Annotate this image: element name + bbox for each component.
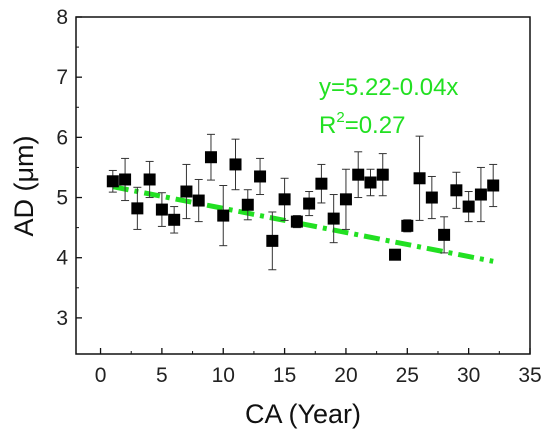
data-point bbox=[339, 193, 352, 206]
y-tick-label: 4 bbox=[56, 247, 68, 270]
r-squared-value: =0.27 bbox=[345, 112, 406, 139]
x-tick-label: 15 bbox=[273, 364, 296, 387]
data-point bbox=[376, 168, 389, 181]
data-point bbox=[352, 168, 365, 181]
r-squared-superscript: 2 bbox=[336, 109, 344, 126]
y-tick-label: 3 bbox=[56, 307, 68, 330]
x-tick-label: 25 bbox=[396, 364, 419, 387]
y-tick-label: 5 bbox=[56, 187, 68, 210]
data-point bbox=[290, 215, 303, 228]
data-point bbox=[401, 219, 414, 232]
r-squared-label: R2=0.27 bbox=[319, 109, 405, 139]
y-tick-label: 8 bbox=[56, 6, 68, 29]
x-tick-label: 10 bbox=[212, 364, 235, 387]
x-tick-label: 20 bbox=[334, 364, 357, 387]
data-point bbox=[241, 198, 254, 211]
data-point bbox=[425, 191, 438, 204]
data-point bbox=[254, 170, 267, 183]
data-points bbox=[106, 133, 500, 271]
data-point bbox=[119, 173, 132, 186]
data-point bbox=[131, 202, 144, 215]
data-point bbox=[315, 177, 328, 190]
data-point bbox=[278, 193, 291, 206]
plot-frame bbox=[75, 16, 531, 355]
y-axis: 3 4 5 6 7 8 bbox=[56, 6, 82, 330]
data-point bbox=[487, 179, 500, 192]
x-tick-label: 0 bbox=[95, 364, 107, 387]
r-squared-prefix: R bbox=[319, 112, 336, 139]
fit-line-group bbox=[112, 184, 494, 264]
data-point bbox=[204, 151, 217, 164]
data-point bbox=[364, 176, 377, 189]
data-point bbox=[229, 158, 242, 171]
data-point bbox=[450, 184, 463, 197]
data-point bbox=[155, 203, 168, 216]
data-point bbox=[266, 234, 279, 247]
data-point bbox=[217, 209, 230, 222]
data-point bbox=[327, 212, 340, 225]
data-point bbox=[389, 248, 402, 261]
data-point bbox=[303, 197, 316, 210]
x-axis: 0 5 10 15 20 25 30 35 bbox=[95, 348, 542, 387]
data-point bbox=[168, 213, 181, 226]
data-point bbox=[143, 173, 156, 186]
x-tick-label: 30 bbox=[457, 364, 480, 387]
y-tick-label: 7 bbox=[56, 66, 68, 89]
y-tick-label: 6 bbox=[56, 126, 68, 149]
y-axis-title: AD (μm) bbox=[9, 135, 39, 236]
data-point bbox=[474, 188, 487, 201]
data-point bbox=[438, 228, 451, 241]
x-axis-title: CA (Year) bbox=[245, 399, 361, 429]
data-point bbox=[106, 175, 119, 188]
fit-equation: y=5.22-0.04x bbox=[319, 74, 458, 101]
data-point bbox=[462, 200, 475, 213]
x-tick-label: 5 bbox=[156, 364, 168, 387]
data-point bbox=[413, 172, 426, 185]
x-tick-label: 35 bbox=[518, 364, 541, 387]
fit-line bbox=[112, 184, 494, 264]
data-point bbox=[192, 194, 205, 207]
data-point bbox=[180, 185, 193, 198]
